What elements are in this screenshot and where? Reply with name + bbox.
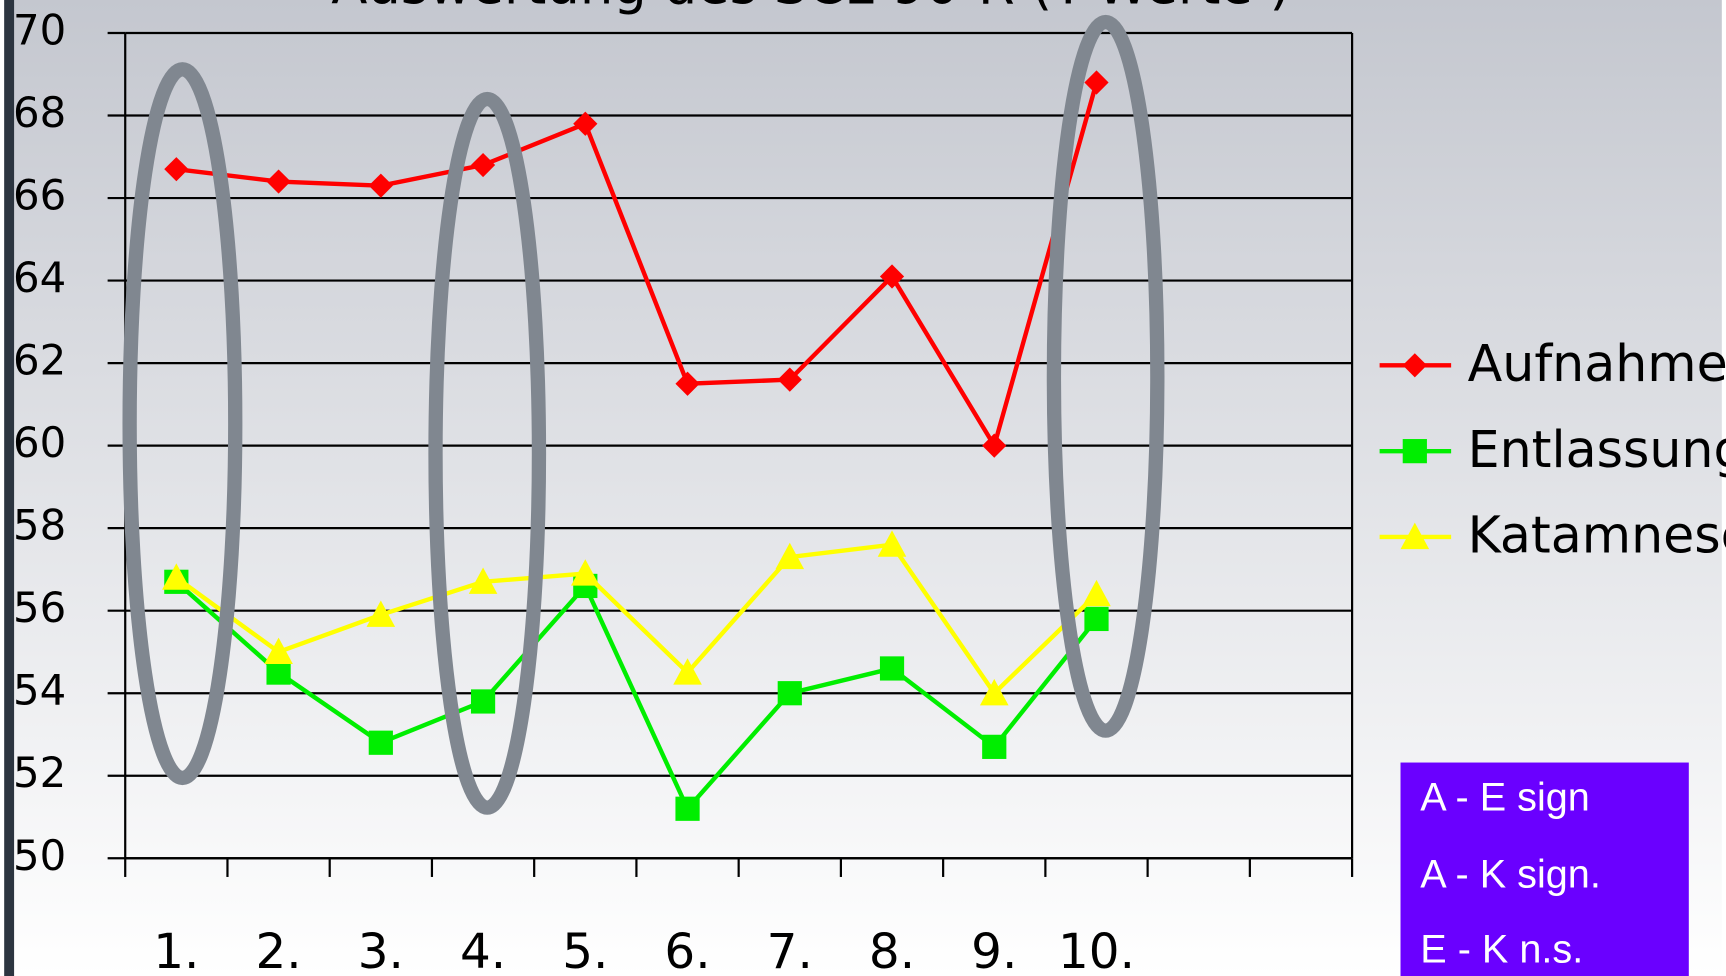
series-line: [174, 580, 1099, 813]
point: [775, 542, 805, 570]
y-tick-label: 50: [13, 831, 66, 880]
point: [164, 157, 189, 182]
series-line: [176, 81, 1099, 452]
x-tick-label: 5.: [562, 924, 608, 976]
point: [573, 111, 598, 136]
x-tick-label: 3.: [358, 924, 404, 976]
point: [470, 152, 496, 178]
side-strip: [4, 0, 15, 976]
point: [979, 678, 1009, 706]
point: [777, 681, 802, 706]
point: [1082, 579, 1111, 607]
point: [877, 530, 907, 557]
highlight-ellipse: [428, 91, 547, 815]
significance-box: [1400, 762, 1689, 976]
chart-title: Auswertung des SCL-90-R (T-Werte ): [331, 0, 1290, 17]
annotation: A - E sign: [1420, 775, 1590, 819]
point: [879, 264, 905, 289]
y-tick-label: 70: [13, 6, 66, 55]
x-tick-label: 4.: [460, 924, 506, 976]
point: [162, 563, 191, 590]
point: [777, 367, 802, 392]
highlight-ellipses: [122, 14, 1165, 815]
point: [982, 734, 1007, 759]
highlight-ellipse: [1046, 14, 1165, 738]
point: [468, 567, 498, 594]
point: [264, 637, 293, 665]
point: [1084, 70, 1109, 95]
x-tick-label: 1.: [153, 924, 199, 976]
x-tick-label: 6.: [664, 924, 710, 976]
annotation: E - K n.s.: [1420, 927, 1583, 971]
legend-label: Entlassung: [1468, 420, 1726, 479]
legend-label: Katamnese: [1468, 506, 1726, 565]
series-line: [175, 542, 1099, 697]
point: [879, 656, 905, 681]
point: [982, 433, 1007, 458]
x-tick-label: 7.: [767, 924, 813, 976]
point: [675, 796, 700, 821]
point: [1400, 522, 1430, 550]
x-tick-label: 9.: [971, 924, 1017, 976]
y-tick-label: 54: [13, 666, 66, 715]
x-tick-label: 2.: [255, 924, 301, 976]
point: [570, 559, 600, 586]
point: [366, 600, 396, 627]
point: [368, 730, 393, 755]
y-tick-label: 66: [13, 171, 66, 220]
y-tick-label: 56: [13, 583, 66, 632]
y-tick-label: 58: [13, 501, 66, 550]
x-tick-label: 10.: [1058, 924, 1135, 976]
y-tick-label: 68: [13, 88, 66, 137]
point: [1402, 353, 1427, 378]
x-tick-label: 8.: [869, 924, 915, 976]
point: [470, 689, 496, 714]
y-tick-label: 60: [13, 418, 66, 467]
point: [266, 660, 291, 685]
point: [675, 371, 700, 396]
point: [368, 173, 393, 198]
point: [673, 658, 702, 685]
y-tick-label: 64: [13, 253, 66, 302]
y-tick-label: 62: [13, 336, 66, 385]
point: [1084, 606, 1109, 632]
y-tick-label: 52: [13, 748, 66, 797]
highlight-ellipse: [122, 62, 243, 786]
point: [1402, 439, 1427, 464]
annotation: A - K sign.: [1420, 852, 1601, 896]
legend-label: Aufnahme: [1468, 334, 1726, 393]
